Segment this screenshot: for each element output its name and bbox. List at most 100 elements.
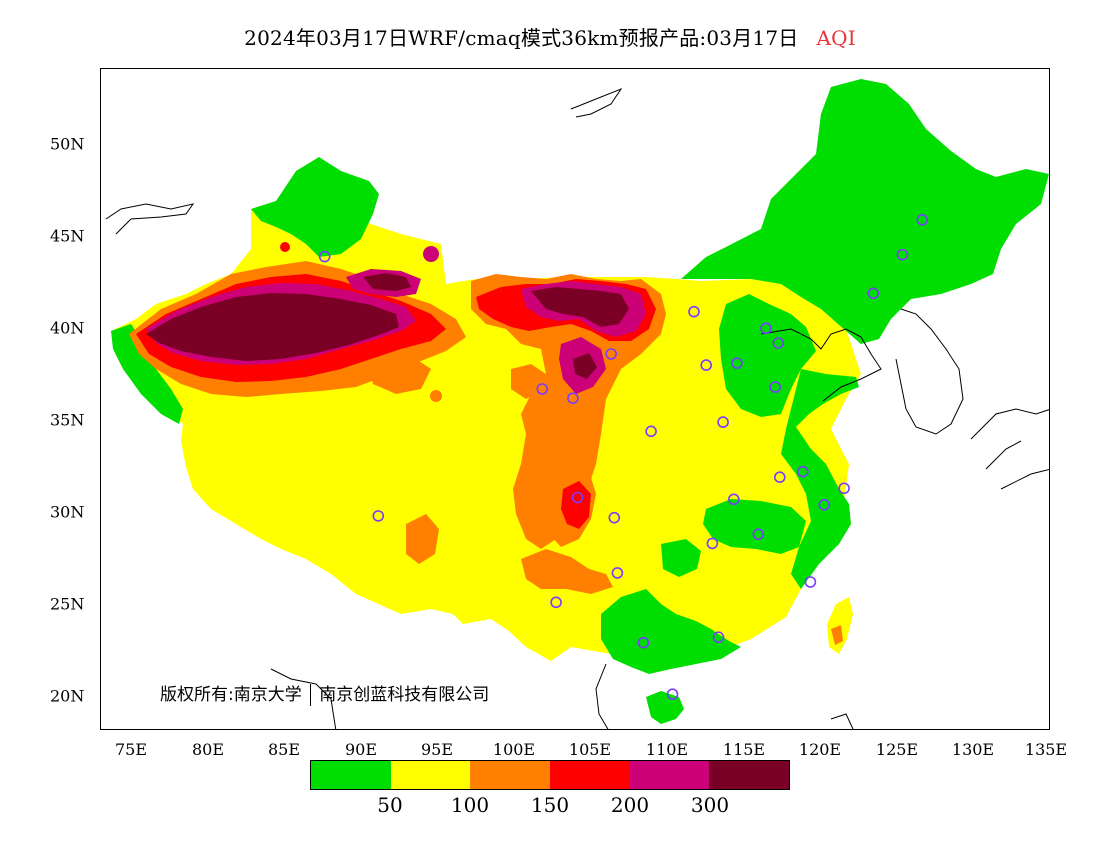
station-marker [372,510,385,522]
aqi-map [105,79,1049,729]
lon-label-110: 110E [645,740,689,759]
station-marker [916,214,929,226]
hotspot-urumqi [280,242,290,252]
lat-label-35: 35N [50,410,85,430]
station-marker [706,537,719,550]
region-guizhou-green [661,539,701,577]
colorbar-label-100: 100 [450,793,490,817]
copyright-notice: 版权所有:南京大学 南京创蓝科技有限公司 [160,680,489,706]
colorbar-swatch-6 [709,761,790,789]
station-marker [717,416,729,428]
station-marker [804,576,817,588]
lon-label-115: 115E [722,740,766,759]
region-xinjiang-west-green [111,324,183,424]
station-marker [611,567,624,579]
region-south-green [601,589,741,674]
station-marker [608,511,621,524]
colorbar-swatch-4 [550,761,630,789]
lat-label-25: 25N [50,594,85,614]
lon-label-105: 105E [568,740,612,759]
lon-label-95: 95E [420,740,454,759]
region-northeast-green [681,79,1049,344]
station-marker [605,348,618,360]
hotspot-hami [423,246,439,262]
colorbar-swatch-3 [470,761,551,789]
colorbar-swatch-5 [629,761,710,789]
station-marker [688,305,700,318]
colorbar-swatch-1 [311,761,391,789]
station-marker [637,636,650,649]
colorbar-label-200: 200 [610,793,650,817]
station-marker [727,493,740,506]
region-tibet-orange [406,514,439,564]
station-marker [536,383,549,395]
station-markers [318,214,929,701]
lat-label-45: 45N [50,226,85,246]
colorbar-label-150: 150 [530,793,570,817]
copyright-part1: 版权所有:南京大学 [160,685,302,705]
station-marker [769,381,782,393]
region-qinghai-orange [366,349,431,394]
station-marker [760,322,772,335]
title-variable: AQI [816,26,856,50]
region-sichuan-red [561,481,591,529]
region-northeast-green-2 [719,294,816,417]
hotspot-kunlun [430,390,442,402]
colorbar-label-300: 300 [690,793,730,817]
station-marker [772,337,785,349]
station-marker [666,688,679,701]
region-tarim-hazardous [146,293,399,361]
station-marker [796,465,809,478]
lat-label-50: 50N [50,134,85,154]
region-turpan-hazardous [363,273,411,291]
coastline-kazakhstan [105,203,195,235]
lat-label-40: 40N [50,318,85,338]
map-title: 2024年03月17日WRF/cmaq模式36km预报产品:03月17日 AQI [0,22,1100,51]
lon-label-80: 80E [191,740,225,759]
title-text: 2024年03月17日WRF/cmaq模式36km预报产品:03月17日 [244,26,799,50]
lon-label-135: 135E [1024,740,1068,759]
lon-label-75: 75E [114,740,148,759]
station-marker [700,359,713,371]
coastline-korea [895,308,964,435]
station-marker [867,287,880,300]
colorbar-swatch-2 [390,761,471,789]
station-marker [773,471,786,484]
copyright-separator [309,684,312,706]
copyright-part2: 南京创蓝科技有限公司 [319,685,490,705]
coastline-mongolia-north [570,87,623,118]
aqi-colorbar [310,760,790,790]
station-marker [838,482,850,495]
region-hubei-green [703,499,806,554]
boundary-lines [105,87,1049,729]
station-marker [731,357,743,370]
lon-label-100: 100E [492,740,536,759]
lon-label-120: 120E [798,740,842,759]
lon-label-85: 85E [267,740,301,759]
coastline-japan [970,408,1049,490]
region-xinjiang-north-green [251,157,379,257]
lon-label-125: 125E [875,740,919,759]
station-marker [550,596,562,609]
colorbar-label-50: 50 [377,793,403,817]
station-marker [645,425,657,438]
station-marker [712,631,725,644]
region-ningxia-orange [471,274,666,549]
region-east-coast-green [781,369,859,589]
coastline-vietnam [595,663,609,729]
region-loess-hazardous [531,287,629,327]
coastline-bay-of-bengal [270,668,337,729]
station-marker [752,528,765,541]
station-marker [818,498,831,511]
lon-label-130: 130E [951,740,995,759]
region-hainan-green [646,691,684,724]
lat-label-20: 20N [50,686,85,706]
region-yunnan-orange [521,549,613,594]
map-frame [100,68,1050,730]
region-loess-hazardous-2 [573,353,597,379]
station-marker [571,491,584,504]
lat-label-30: 30N [50,502,85,522]
coastline-philippines [830,713,854,729]
lon-label-90: 90E [344,740,378,759]
china-region-base [111,157,861,671]
